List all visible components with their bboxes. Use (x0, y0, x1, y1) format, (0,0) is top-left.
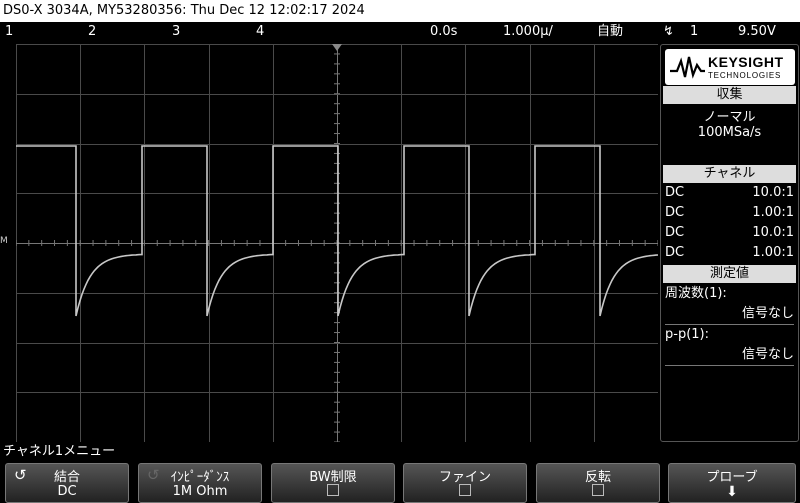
acquisition-mode: ノーマル (703, 110, 756, 125)
channel-1-row: DC 10.0:1 (665, 185, 794, 200)
window-title: DS0-X 3034A, MY53280356: Thu Dec 12 12:0… (3, 3, 365, 18)
menu-title: チャネル1メニュー (3, 444, 116, 459)
channel-1-trace (16, 145, 658, 317)
rotate-knob-icon: ↺ (14, 466, 27, 484)
meas-pp-value: 信号なし (741, 347, 794, 362)
channel-4-indicator[interactable]: 4 (256, 24, 265, 39)
meas-pp-label: p-p(1): (665, 327, 709, 342)
probe-softkey[interactable]: プローブ ⬇ (668, 463, 796, 503)
bw-limit-softkey[interactable]: BW制限 (271, 463, 395, 503)
rotate-knob-icon: ↺ (147, 466, 160, 484)
timebase[interactable]: 1.000µ/ (503, 24, 553, 39)
measurement-header: 測定値 (663, 265, 796, 283)
meas-freq-label: 周波数(1): (665, 286, 727, 301)
brand-sub: TECHNOLOGIES (708, 71, 782, 80)
channel-2-row: DC 1.00:1 (665, 205, 794, 220)
softkey-bar: ↺ 結合 DC ↺ ｲﾝﾋﾟｰﾀﾞﾝｽ 1M Ohm BW制限 ファイン 反転 … (0, 462, 800, 503)
acquisition-header: 収集 (663, 86, 796, 104)
sample-rate: 100MSa/s (697, 125, 762, 140)
trigger-channel[interactable]: 1 (690, 24, 699, 39)
channel-header: チャネル (663, 165, 796, 183)
channel-4-row: DC 1.00:1 (665, 245, 794, 260)
time-offset[interactable]: 0.0s (430, 24, 458, 39)
channel-2-indicator[interactable]: 2 (88, 24, 97, 39)
trigger-edge-icon: ↯ (663, 24, 674, 39)
fine-softkey[interactable]: ファイン (403, 463, 527, 503)
channel-3-row: DC 10.0:1 (665, 225, 794, 240)
brand-name: KEYSIGHT (708, 54, 784, 70)
ground-marker[interactable]: M (0, 236, 8, 246)
channel-3-indicator[interactable]: 3 (172, 24, 181, 39)
invert-checkbox[interactable] (592, 484, 604, 496)
keysight-logo: KEYSIGHT TECHNOLOGIES (665, 49, 795, 85)
trigger-mode[interactable]: 自動 (597, 24, 624, 39)
trigger-level[interactable]: 9.50V (738, 24, 776, 39)
meas-freq-value: 信号なし (741, 306, 794, 321)
trigger-position-marker (332, 44, 342, 51)
channel-1-indicator[interactable]: 1 (5, 24, 14, 39)
waveform-display (16, 44, 658, 442)
impedance-softkey[interactable]: ↺ ｲﾝﾋﾟｰﾀﾞﾝｽ 1M Ohm (138, 463, 262, 503)
coupling-softkey[interactable]: ↺ 結合 DC (5, 463, 129, 503)
bw-limit-checkbox[interactable] (327, 484, 339, 496)
down-arrow-icon: ⬇ (726, 484, 738, 500)
invert-softkey[interactable]: 反転 (536, 463, 660, 503)
status-bar: 1 2 3 4 0.0s 1.000µ/ 自動 ↯ 1 9.50V (0, 22, 800, 42)
window-title-bar: DS0-X 3034A, MY53280356: Thu Dec 12 12:0… (0, 0, 800, 22)
info-panel: KEYSIGHT TECHNOLOGIES 収集 ノーマル 100MSa/s チ… (660, 44, 799, 442)
keysight-wave-icon (670, 56, 705, 79)
fine-checkbox[interactable] (459, 484, 471, 496)
